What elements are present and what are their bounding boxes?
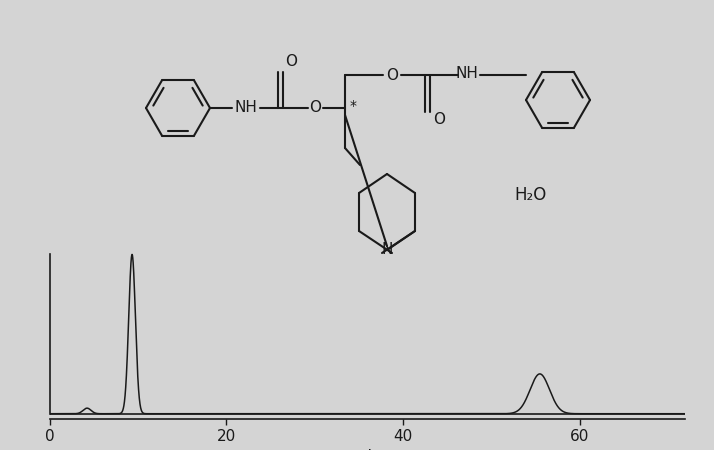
Text: O: O: [433, 112, 445, 127]
Text: O: O: [386, 68, 398, 82]
Text: *: *: [350, 99, 357, 113]
Text: O: O: [285, 54, 297, 69]
Text: H₂O: H₂O: [514, 186, 546, 204]
Text: O: O: [309, 100, 321, 116]
Text: N: N: [381, 243, 393, 257]
Text: NH: NH: [235, 100, 258, 116]
Text: NH: NH: [456, 66, 478, 81]
